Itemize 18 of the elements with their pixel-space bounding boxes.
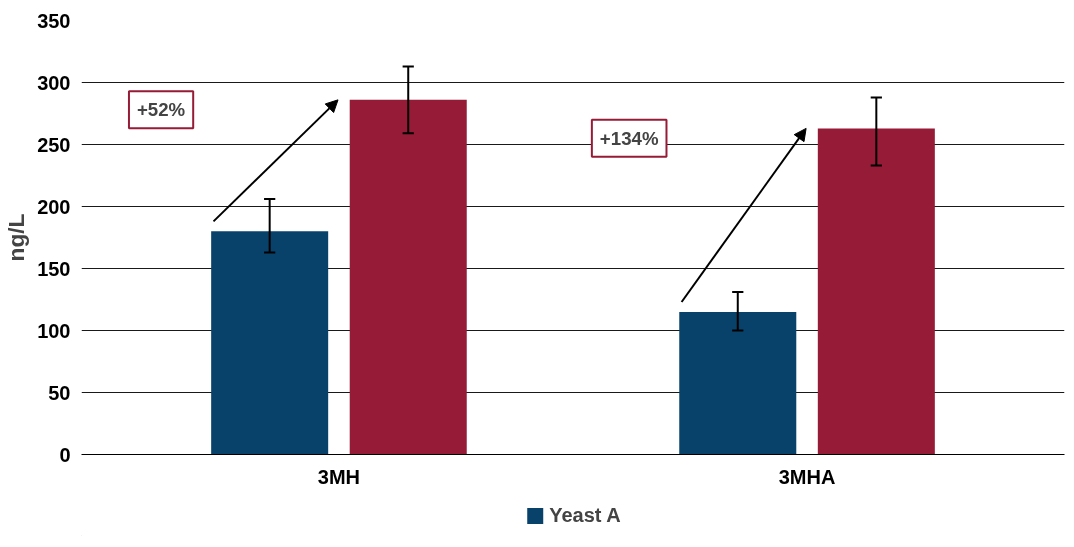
y-tick-label: 200: [37, 195, 71, 218]
y-tick-label: 250: [37, 133, 71, 156]
y-tick-label: 50: [48, 381, 71, 404]
y-axis-title: ng/L: [3, 213, 30, 262]
bar: [679, 311, 797, 455]
y-tick-label: 150: [37, 257, 71, 280]
annotation: +52%: [136, 99, 186, 121]
bar: [817, 128, 935, 455]
y-tick-label: 0: [59, 443, 71, 466]
legend-label: Yeast A: [549, 503, 621, 527]
x-tick-label: 3MH: [317, 465, 361, 488]
annotation: +134%: [599, 127, 659, 149]
y-tick-label: 300: [37, 71, 71, 94]
bar: [349, 99, 467, 455]
x-tick-label: 3MHA: [778, 465, 836, 488]
y-tick-label: 350: [37, 9, 71, 32]
y-tick-label: 100: [37, 319, 71, 342]
bar: [211, 231, 329, 455]
